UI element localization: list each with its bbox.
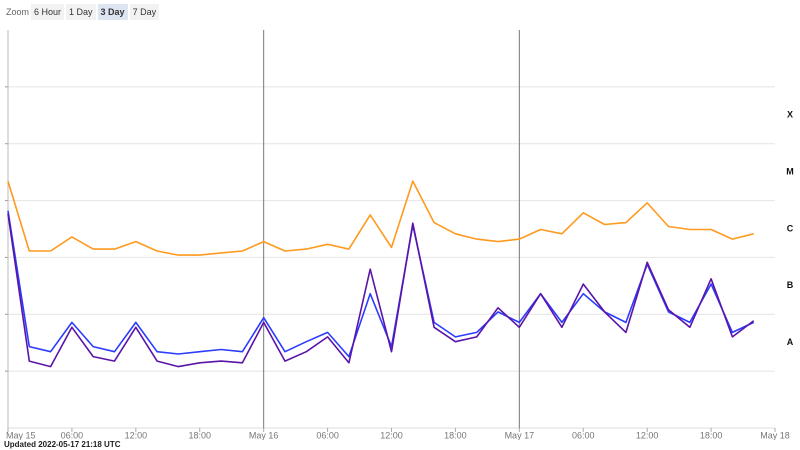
y-tick-label: X (787, 110, 793, 120)
series-line (7, 180, 754, 256)
zoom-label: Zoom (6, 7, 30, 17)
x-tick-label: 18:00 (188, 430, 211, 440)
series-line (7, 210, 755, 358)
x-tick-label: 06:00 (572, 430, 595, 440)
zoom-button[interactable]: 3 Day (97, 4, 128, 20)
y-tick-label: A (787, 337, 794, 347)
x-tick-label: 18:00 (700, 430, 723, 440)
y-tick-label: B (787, 280, 794, 290)
y-tick-label: M (786, 167, 794, 177)
x-tick-label: 06:00 (316, 430, 339, 440)
chart: A B C M X May 15 06:00 12:00 18:00 May 16 06:00 12:… (5, 30, 794, 440)
x-tick-label: May 17 (505, 430, 535, 440)
x-tick-label: 12:00 (636, 430, 659, 440)
x-tick-label: May 16 (249, 430, 279, 440)
series-line (7, 213, 755, 368)
zoom-bar: Zoom 6 Hour 1 Day 3 Day 7 Day (6, 4, 160, 20)
x-tick-label: May 18 (760, 430, 790, 440)
x-tick-label: 12:00 (125, 430, 148, 440)
zoom-button[interactable]: 1 Day (66, 4, 96, 20)
zoom-button[interactable]: 7 Day (129, 4, 160, 20)
x-tick-label: 12:00 (380, 430, 403, 440)
zoom-button[interactable]: 6 Hour (31, 4, 65, 20)
updated-note: Updated 2022-05-17 21:18 UTC (4, 440, 121, 449)
y-tick-label: C (787, 223, 794, 233)
x-tick-label: May 15 (6, 430, 36, 440)
x-tick-label: 18:00 (444, 430, 467, 440)
x-tick-label: 06:00 (61, 430, 84, 440)
